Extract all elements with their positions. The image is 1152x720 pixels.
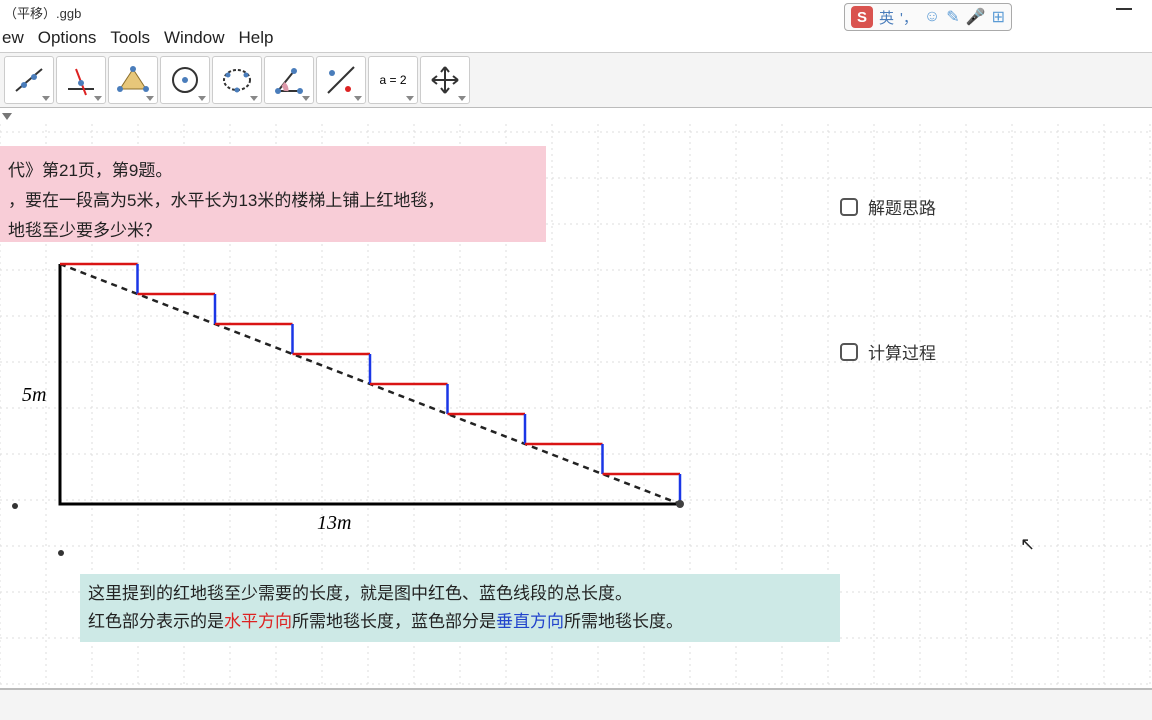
tool-perpendicular[interactable] (56, 56, 106, 104)
ime-smile-icon[interactable]: ☺ (924, 8, 940, 26)
tool-angle[interactable] (264, 56, 314, 104)
problem-textbox: 代》第21页，第9题。 ，要在一段高为5米，水平长为13米的楼梯上铺上红地毯， … (0, 146, 546, 242)
tool-move[interactable] (420, 56, 470, 104)
ime-lang[interactable]: 英 (879, 7, 894, 28)
checkbox-calc-process[interactable] (840, 343, 858, 361)
menu-options[interactable]: Options (38, 28, 97, 48)
status-bar (0, 688, 1152, 720)
tool-point-line[interactable] (4, 56, 54, 104)
tool-conic[interactable] (212, 56, 262, 104)
check-row-1: 解题思路 (840, 194, 936, 219)
menu-view[interactable]: ew (2, 28, 24, 48)
ime-mic-icon[interactable]: 🎤 (966, 7, 986, 27)
check-row-2: 计算过程 (840, 339, 936, 364)
tool-polygon[interactable] (108, 56, 158, 104)
explain-line2: 红色部分表示的是水平方向所需地毯长度，蓝色部分是垂直方向所需地毯长度。 (88, 608, 832, 636)
problem-line1: 代》第21页，第9题。 (8, 156, 538, 186)
explain-line1: 这里提到的红地毯至少需要的长度，就是图中红色、蓝色线段的总长度。 (88, 580, 832, 608)
ime-pen-icon[interactable]: ✎ (946, 7, 959, 27)
ime-s-icon[interactable]: S (851, 6, 873, 28)
problem-line3: 地毯至少要多少米？ (8, 216, 538, 246)
toolbar: a = 2 (0, 52, 1152, 108)
checkbox-solution-idea[interactable] (840, 198, 858, 216)
cursor-icon: ↖ (1020, 534, 1035, 555)
ime-grid-icon[interactable]: ⊞ (992, 7, 1005, 27)
graphics-view[interactable]: 代》第21页，第9题。 ，要在一段高为5米，水平长为13米的楼梯上铺上红地毯， … (0, 124, 1152, 688)
menu-tools[interactable]: Tools (110, 28, 150, 48)
explanation-textbox: 这里提到的红地毯至少需要的长度，就是图中红色、蓝色线段的总长度。 红色部分表示的… (80, 574, 840, 642)
label-13m: 13m (317, 512, 351, 535)
menu-window[interactable]: Window (164, 28, 224, 48)
label-5m: 5m (22, 384, 46, 407)
chevron-down-icon (2, 113, 12, 120)
minimize-icon[interactable] (1116, 8, 1132, 10)
tool-reflect[interactable] (316, 56, 366, 104)
checkbox-label: 解题思路 (868, 194, 936, 219)
ime-comma: '， (900, 7, 918, 28)
point-dot[interactable] (12, 503, 18, 509)
problem-line2: ，要在一段高为5米，水平长为13米的楼梯上铺上红地毯， (8, 186, 538, 216)
menu-help[interactable]: Help (238, 28, 273, 48)
ime-toolbar[interactable]: S 英 '， ☺ ✎ 🎤 ⊞ (844, 3, 1012, 31)
point-dot[interactable] (58, 550, 64, 556)
checkbox-label: 计算过程 (868, 339, 936, 364)
tool-slider[interactable]: a = 2 (368, 56, 418, 104)
file-name: （平移）.ggb (4, 3, 81, 22)
panel-toggle-row[interactable] (0, 108, 1152, 124)
tool-circle[interactable] (160, 56, 210, 104)
